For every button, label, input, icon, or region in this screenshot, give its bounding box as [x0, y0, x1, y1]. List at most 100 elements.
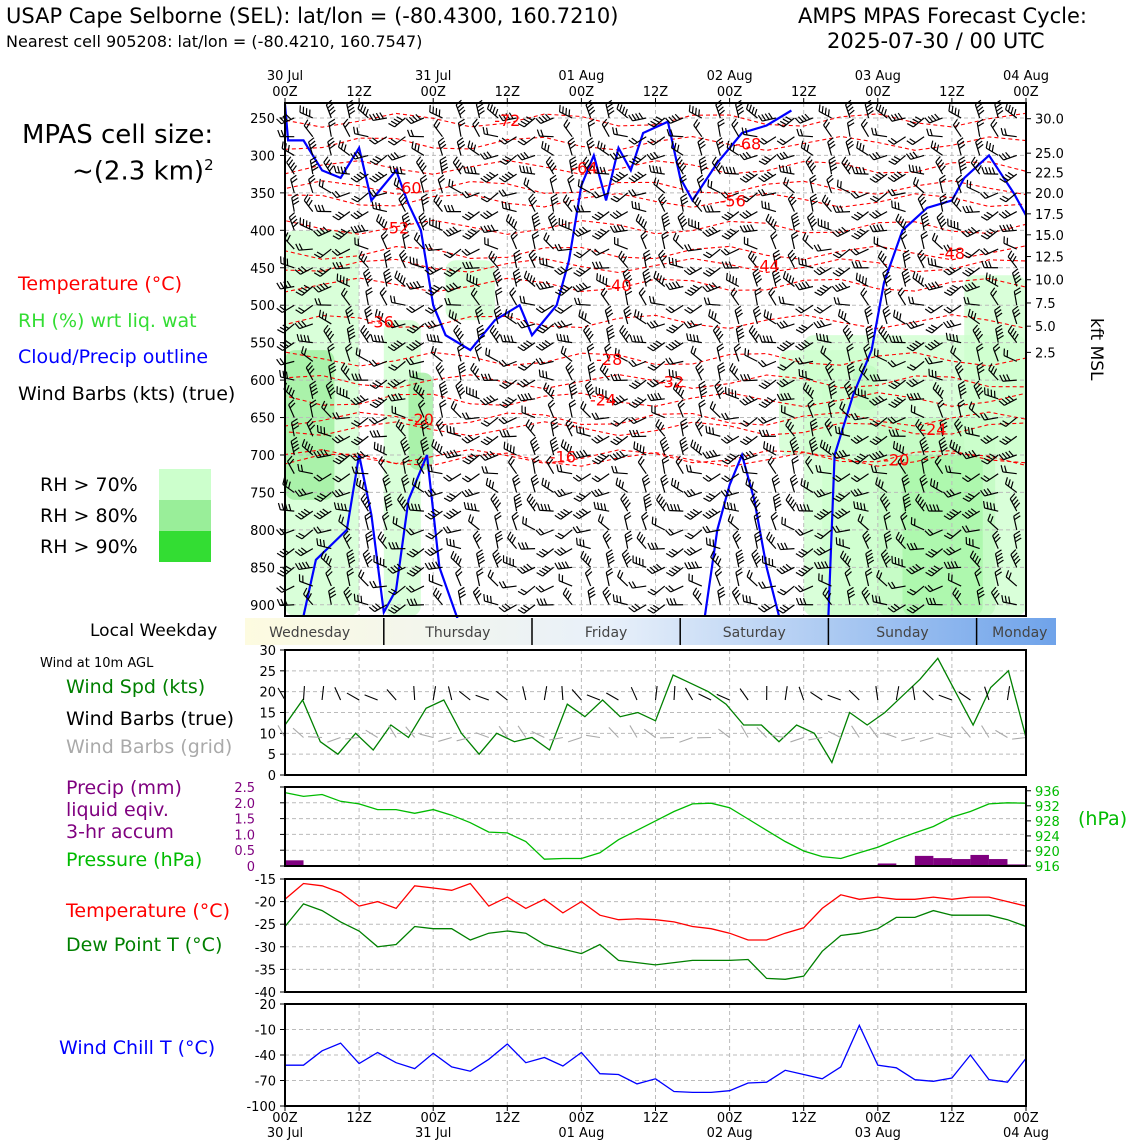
wind-barb-feather — [470, 142, 474, 150]
wind-barb-feather — [758, 581, 763, 589]
wind-barb — [362, 268, 373, 287]
wind-barb — [831, 282, 851, 293]
wind-barb — [703, 491, 721, 502]
wind-barb-feather — [473, 503, 477, 511]
wind-barb — [457, 362, 466, 381]
wind-barb — [525, 419, 536, 437]
wind-barb-feather — [740, 197, 747, 203]
wind-barb-feather — [530, 424, 535, 432]
wind-barb-feather — [845, 162, 851, 169]
wind-barb — [303, 194, 314, 212]
wind-barb-feather — [494, 499, 500, 506]
wind-barb-feather — [344, 368, 350, 375]
wind-barb-feather — [501, 382, 509, 387]
wind-barb-feather — [531, 277, 536, 285]
wind-barb-feather — [294, 550, 302, 557]
wind-barb-feather — [453, 324, 459, 332]
wind-barb-feather — [291, 440, 299, 446]
wind-barb-feather — [343, 586, 350, 593]
wind-barb — [633, 441, 647, 456]
wind-barb — [832, 267, 851, 277]
wind-barb — [498, 417, 517, 425]
wind-barb — [628, 396, 647, 409]
wind-barb-staff — [373, 207, 388, 213]
wind-barb-feather — [505, 113, 511, 120]
wind-barb-feather — [589, 593, 596, 599]
wind-barb-feather — [587, 586, 595, 592]
wind-barb-feather — [890, 605, 897, 611]
wind-barb-feather — [636, 531, 641, 539]
wind-barb-feather — [929, 478, 933, 486]
wind-barb-feather — [906, 381, 913, 388]
wind-barb-feather — [698, 399, 706, 405]
wind-barb-feather — [338, 514, 342, 522]
wind-barb-staff — [335, 416, 350, 420]
wind-barb-feather — [563, 508, 570, 514]
wind-barb-feather — [663, 446, 670, 453]
wind-barb-feather — [461, 250, 468, 256]
wind-barb — [360, 324, 371, 343]
wind-barb-feather — [634, 603, 641, 609]
wind-barb-feather — [748, 104, 752, 112]
wind-barb-feather — [597, 488, 603, 495]
wind-barb-feather — [898, 444, 902, 452]
wind-barb-feather — [526, 179, 530, 187]
wind-barb — [529, 436, 540, 456]
wind-barb — [461, 190, 480, 199]
wind-barb — [795, 339, 814, 351]
wind-barb-feather — [878, 104, 882, 112]
wind-barb — [417, 399, 426, 418]
wind-barb-feather — [702, 526, 708, 533]
wind-barb-feather — [904, 256, 911, 262]
wind-barb-feather — [774, 256, 781, 262]
wind-barb — [332, 228, 351, 240]
wind-barb-feather — [458, 346, 465, 352]
wind-barb-feather — [371, 604, 379, 611]
wind-barb-feather — [782, 320, 789, 327]
wind-barb-feather — [748, 450, 755, 457]
wind-barb-staff — [807, 404, 814, 418]
wind-barb — [824, 418, 834, 437]
wind-barb-staff — [531, 216, 536, 231]
wind-barb-feather — [344, 503, 347, 511]
wind-barb-feather — [387, 140, 395, 146]
wind-barb-staff — [762, 117, 777, 122]
wind-barb-feather — [371, 137, 379, 143]
wind-barb-feather — [495, 312, 503, 318]
wind-barb — [596, 273, 610, 288]
wind-barb-feather — [619, 325, 625, 332]
wind-barb-feather — [887, 176, 895, 183]
wind-barb — [648, 164, 665, 175]
wind-barb-feather — [739, 177, 747, 183]
wind-barb-feather — [300, 510, 308, 516]
wind-barb-feather — [461, 438, 468, 444]
wind-barb-staff — [342, 124, 351, 137]
wind-barb-feather — [486, 151, 492, 158]
wind-barb-feather — [708, 267, 716, 273]
wind-barb-feather — [628, 189, 634, 197]
wind-barb-feather — [882, 255, 887, 263]
wind-barb-feather — [880, 549, 887, 555]
wind-barb-feather — [835, 511, 842, 518]
wind-barb — [290, 436, 300, 456]
wind-barb-feather — [763, 441, 766, 449]
wind-barb-feather — [716, 137, 723, 143]
wind-barb-feather — [754, 274, 761, 281]
wind-barb — [443, 204, 461, 213]
wind-barb-feather — [675, 234, 680, 242]
wind-barb-feather — [617, 569, 621, 577]
wind-barb — [584, 567, 593, 587]
wind-barb-feather — [802, 232, 807, 240]
wind-barb-feather — [325, 159, 331, 166]
wind-barb-feather — [759, 335, 763, 343]
wind-barb-staff — [781, 411, 795, 419]
wind-barb-feather — [522, 165, 526, 173]
wind-barb — [446, 537, 462, 550]
wind-barb — [800, 140, 814, 156]
wind-barb-feather — [456, 330, 463, 338]
wind-barb-feather — [716, 571, 723, 577]
wind-barb-staff — [638, 292, 647, 306]
wind-barb — [919, 436, 929, 456]
wind-barb-feather — [801, 324, 808, 329]
wind-barb-feather — [414, 503, 418, 511]
